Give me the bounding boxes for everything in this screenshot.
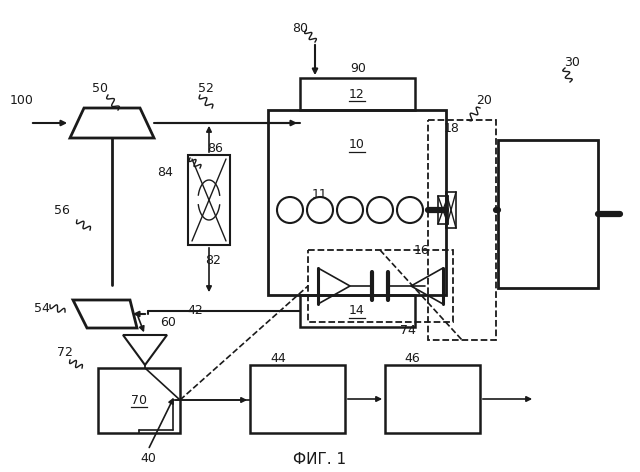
- Text: 10: 10: [349, 138, 365, 152]
- Text: 80: 80: [292, 22, 308, 34]
- Text: 20: 20: [476, 93, 492, 107]
- Text: 90: 90: [350, 61, 366, 75]
- Text: 70: 70: [131, 394, 147, 406]
- Text: 40: 40: [140, 452, 156, 464]
- Text: ФИГ. 1: ФИГ. 1: [293, 453, 347, 467]
- Text: 84: 84: [157, 166, 173, 178]
- Text: 100: 100: [10, 93, 34, 107]
- Bar: [308, 250, 453, 322]
- Text: 42: 42: [187, 303, 203, 317]
- Text: 72: 72: [57, 346, 73, 359]
- Text: 18: 18: [444, 121, 460, 135]
- Text: 86: 86: [207, 142, 223, 154]
- Bar: [428, 120, 496, 340]
- Text: 56: 56: [54, 203, 70, 217]
- Text: 50: 50: [92, 82, 108, 94]
- Bar: [498, 140, 598, 288]
- Text: 12: 12: [349, 87, 365, 101]
- Text: 44: 44: [270, 352, 286, 364]
- Text: 14: 14: [349, 304, 365, 318]
- Text: 52: 52: [198, 82, 214, 94]
- Text: 82: 82: [205, 253, 221, 267]
- Bar: [268, 110, 446, 295]
- Bar: [188, 155, 230, 245]
- Bar: [300, 78, 415, 110]
- Bar: [385, 365, 480, 433]
- Bar: [250, 365, 345, 433]
- Text: 16: 16: [414, 244, 430, 256]
- Text: 30: 30: [564, 56, 580, 68]
- Bar: [98, 368, 180, 433]
- Text: 54: 54: [34, 302, 50, 314]
- Text: 11: 11: [312, 188, 328, 202]
- Text: 46: 46: [404, 352, 420, 364]
- Text: 60: 60: [160, 315, 176, 329]
- Bar: [300, 295, 415, 327]
- Text: 74: 74: [400, 323, 416, 337]
